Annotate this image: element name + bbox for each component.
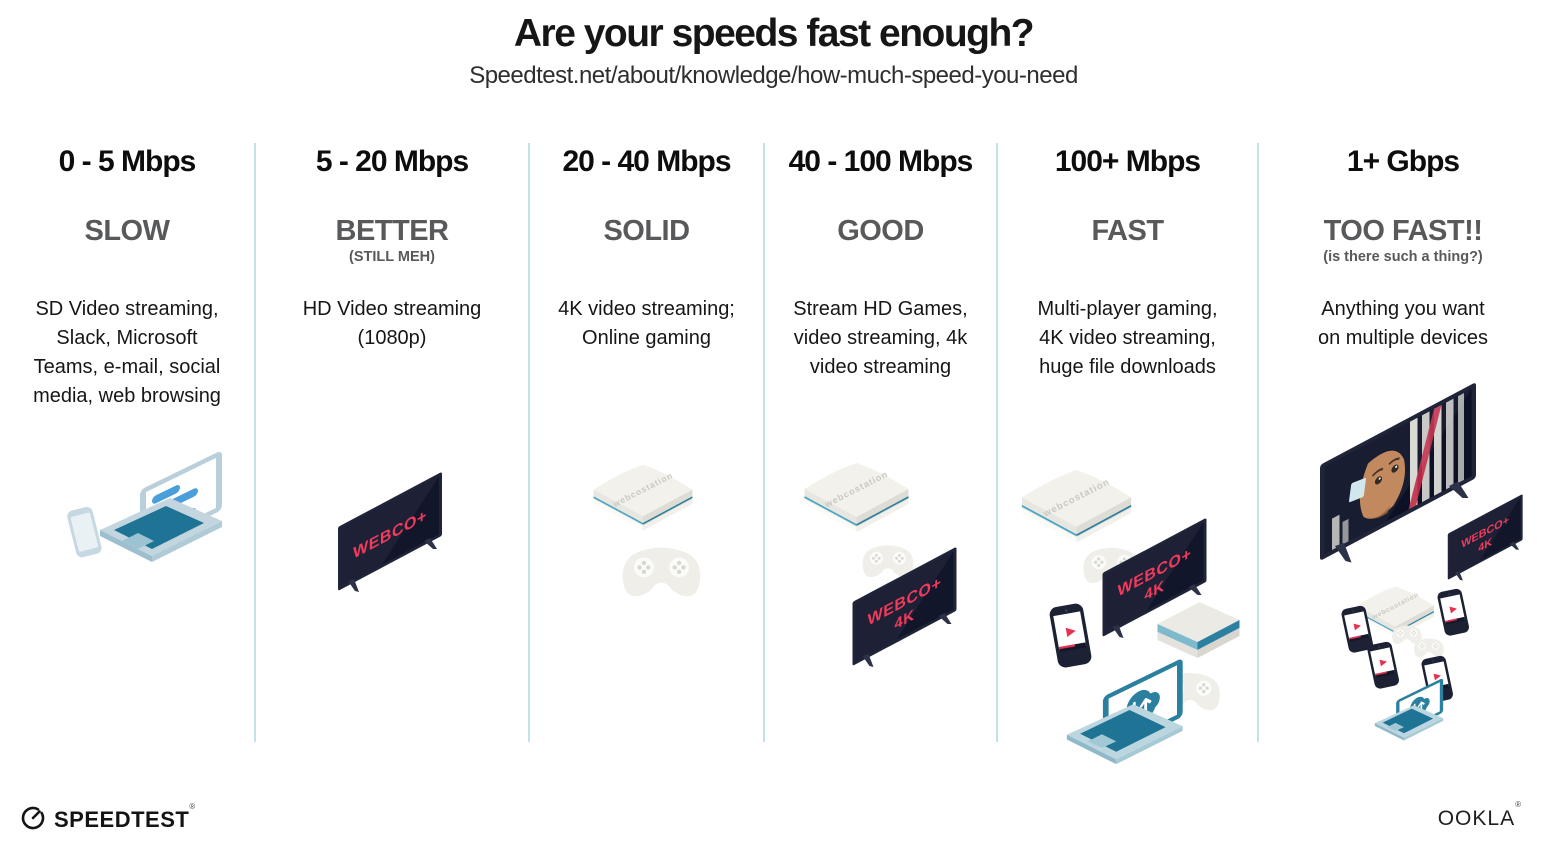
tv-icon: WEBCO+ — [338, 471, 442, 592]
page-subtitle-url: Speedtest.net/about/knowledge/how-much-s… — [469, 62, 1078, 89]
tier-description: 4K video streaming; Online gaming — [558, 298, 735, 349]
speed-range: 20 - 40 Mbps — [562, 145, 731, 178]
tier-sublabel: (is there such a thing?) — [1323, 249, 1483, 265]
tier-sublabel: (STILL MEH) — [349, 249, 435, 265]
illustration-multi-device: webcostation WEBCO+ 4K — [1010, 455, 1245, 782]
tier-label: GOOD — [837, 215, 924, 247]
speed-range: 1+ Gbps — [1346, 145, 1460, 178]
game-controller-icon — [862, 545, 913, 578]
tier-description: Multi-player gaming, 4K video streaming,… — [1037, 298, 1218, 378]
speed-range: 40 - 100 Mbps — [788, 145, 974, 178]
phone-video-icon — [1047, 602, 1093, 669]
tier-description: Anything you want on multiple devices — [1317, 298, 1489, 349]
illustration-game-console: webcostation — [562, 463, 732, 620]
tier-description: SD Video streaming, Slack, Microsoft Tea… — [33, 298, 221, 407]
column-5-20-mbps: 5 - 20 Mbps BETTER (STILL MEH) HD Video … — [256, 143, 530, 742]
game-console-icon: webcostation — [803, 462, 909, 533]
tier-label: SOLID — [603, 215, 690, 247]
laptop-download-icon — [1064, 656, 1184, 766]
phone-video-icon — [1436, 587, 1471, 637]
tv-movie-icon — [1320, 383, 1476, 563]
illustration-laptop-and-phone — [22, 438, 232, 615]
illustration-hd-tv: WEBCO+ — [317, 461, 467, 614]
column-40-100-mbps: 40 - 100 Mbps GOOD Stream HD Games, vide… — [765, 143, 998, 742]
ookla-registered-mark: ® — [1515, 800, 1521, 809]
game-console-icon: webcostation — [1020, 469, 1132, 544]
tier-description: HD Video streaming (1080p) — [302, 298, 482, 349]
movie-still-astronaut — [1324, 388, 1472, 555]
illustration-everything: WEBCO+ 4K webcostation — [1277, 375, 1529, 784]
tier-label: SLOW — [84, 215, 171, 247]
ookla-wordmark: OOKLA — [1437, 807, 1516, 830]
column-100plus-mbps: 100+ Mbps FAST Multi-player gaming, 4K v… — [998, 143, 1259, 766]
game-controller-icon — [622, 547, 700, 597]
tier-label: FAST — [1091, 215, 1164, 247]
game-console-icon: webcostation — [592, 464, 693, 532]
phone-video-icon — [1366, 640, 1401, 690]
game-controller-icon — [1392, 625, 1422, 645]
laptop-chat-icon — [100, 450, 222, 562]
speed-tier-columns: 0 - 5 Mbps SLOW SD Video streaming, Slac… — [0, 143, 1547, 766]
column-20-40-mbps: 20 - 40 Mbps SOLID 4K video streaming; O… — [530, 143, 765, 742]
page-title: Are your speeds fast enough? — [513, 12, 1035, 55]
tier-label: BETTER — [335, 215, 450, 247]
speedtest-gauge-icon — [21, 806, 45, 829]
tier-description: Stream HD Games, video streaming, 4k vid… — [793, 298, 968, 378]
speed-range: 5 - 20 Mbps — [315, 145, 469, 178]
tier-label: TOO FAST!! — [1323, 215, 1483, 247]
game-console-icon: webcostation — [1356, 585, 1435, 639]
speedtest-registered-mark: ® — [189, 802, 196, 811]
illustration-console-and-tv: webcostation WEBCO+ 4K — [783, 449, 978, 684]
speedtest-logo: SPEEDTEST® — [20, 802, 195, 833]
phone-icon — [67, 506, 102, 558]
speed-range: 0 - 5 Mbps — [58, 145, 197, 178]
column-0-5-mbps: 0 - 5 Mbps SLOW SD Video streaming, Slac… — [0, 143, 256, 742]
speed-range: 100+ Mbps — [1054, 145, 1201, 178]
speedtest-wordmark: SPEEDTEST — [54, 807, 190, 832]
tv-4k-icon: WEBCO+ 4K — [1447, 493, 1523, 581]
game-console-2-icon — [1157, 602, 1239, 658]
ookla-logo: OOKLA® — [1438, 800, 1521, 831]
game-controller-icon — [1414, 638, 1444, 658]
column-1plus-gbps: 1+ Gbps TOO FAST!! (is there such a thin… — [1259, 143, 1547, 742]
